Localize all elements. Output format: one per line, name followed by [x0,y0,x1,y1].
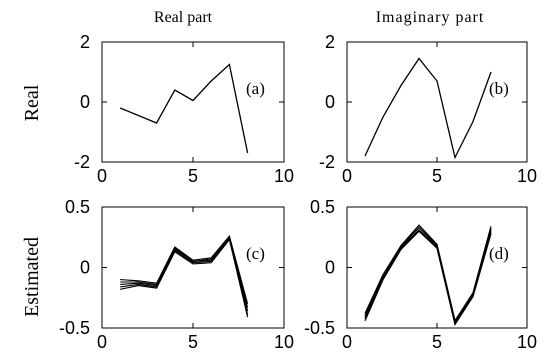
y-tick-label: 0 [80,258,90,278]
row-label-estimated: Estimated [21,237,43,317]
x-tick-label: 0 [342,332,352,352]
series-line [120,236,249,312]
x-tick-label: 0 [342,166,352,186]
panel-label: (a) [246,79,265,98]
y-tick-label: 0 [80,92,90,112]
series-line [364,57,492,160]
y-tick-label: -2 [74,152,90,172]
panel-b: 0 5 10 2 0 -2 (b) [319,32,537,186]
x-tick-label: 5 [188,166,198,186]
x-tick-label: 10 [517,332,537,352]
column-title-imaginary: Imaginary part [376,9,485,26]
x-tick-label: 5 [432,166,442,186]
y-tick-label: 0 [325,92,335,112]
series-line [119,63,249,154]
panel-label: (b) [489,79,509,98]
panel-c: 0 5 10 0.5 0 -0.5 (c) [59,197,294,352]
series-line [364,230,492,327]
x-tick-label: 10 [274,166,294,186]
plot-frame [346,41,528,163]
y-tick-label: -0.5 [59,318,90,338]
row-label-real: Real [21,84,43,121]
y-tick-label: 0.5 [65,197,90,217]
series-line [120,234,249,304]
y-tick-label: -0.5 [304,318,335,338]
panel-d: 0 5 10 0.5 0 -0.5 (d) [304,197,537,352]
x-tick-label: 10 [274,332,294,352]
panel-label: (c) [246,244,265,263]
x-tick-label: 5 [432,332,442,352]
plot-frame [101,41,285,163]
column-title-real: Real part [154,9,213,26]
x-tick-label: 0 [97,166,107,186]
series-line [120,238,249,318]
y-tick-label: 0 [325,258,335,278]
series-line [364,226,492,324]
series-line [120,237,249,315]
y-tick-label: 2 [80,32,90,52]
x-tick-label: 5 [188,332,198,352]
x-tick-label: 10 [517,166,537,186]
y-tick-label: 0.5 [310,197,335,217]
series-line [364,224,492,323]
panel-a: 0 5 10 2 0 -2 (a) [74,32,294,186]
panels-group: 0 5 10 2 0 -2 (a) 0 5 10 2 0 -2 (b) 0 5 10 0.5 0 -0.5 (c) 0 5 1… [59,32,537,352]
plot-frame [346,206,528,329]
y-tick-label: -2 [319,152,335,172]
panel-label: (d) [489,244,509,263]
x-tick-label: 0 [97,332,107,352]
plot-frame [101,206,285,329]
series-line [120,236,249,308]
y-tick-label: 2 [325,32,335,52]
series-line [364,229,492,325]
